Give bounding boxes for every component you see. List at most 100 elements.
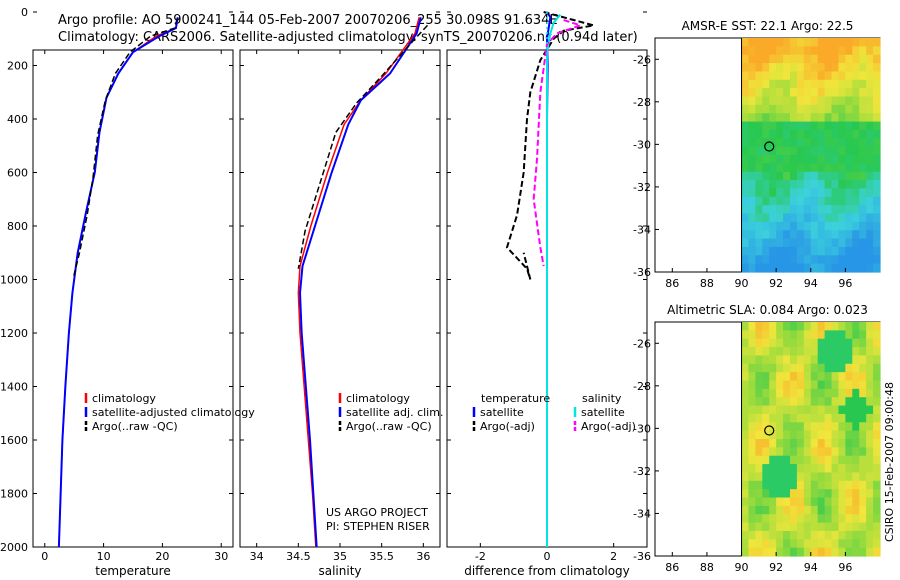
legend-label: Argo(-adj) — [480, 420, 535, 433]
map-cell — [810, 363, 819, 373]
map-cell — [824, 155, 833, 164]
map-cell — [790, 38, 798, 47]
map-cell — [817, 330, 826, 340]
map-cell — [838, 180, 846, 190]
map-cell — [790, 464, 798, 474]
map-cell — [755, 63, 763, 73]
map-cell — [783, 180, 791, 190]
map-cell — [817, 246, 826, 256]
map-cell — [783, 38, 791, 47]
map-cell — [803, 129, 812, 139]
map-cell — [803, 439, 812, 448]
map-cell — [762, 363, 770, 373]
map-cell — [776, 530, 784, 540]
map-x-tick-label: 94 — [804, 561, 818, 574]
map-cell — [783, 372, 791, 382]
map-cell — [824, 63, 833, 73]
map-y-tick-label: -28 — [633, 380, 651, 393]
map-cell — [741, 38, 750, 47]
map-cell — [755, 88, 763, 98]
map-cell — [866, 388, 874, 398]
map-cell — [852, 439, 860, 448]
map-cell — [859, 180, 867, 190]
map-cell — [824, 138, 833, 148]
map-cell — [838, 255, 846, 265]
map-cell — [783, 263, 791, 273]
map-cell — [769, 530, 777, 540]
x-tick-label: 35 — [333, 550, 347, 563]
map-cell — [852, 464, 860, 474]
map-cell — [762, 213, 770, 223]
map-cell — [776, 138, 784, 148]
map-cell — [866, 246, 874, 256]
map-cell — [769, 129, 777, 139]
map-cell — [817, 63, 826, 73]
map-cell — [748, 405, 756, 415]
map-cell — [810, 163, 819, 173]
map-cell — [796, 238, 805, 248]
map-cell — [810, 464, 819, 474]
map-cell — [845, 79, 853, 89]
map-cell — [783, 497, 791, 507]
map-cell — [852, 338, 860, 348]
map-cell — [783, 255, 791, 265]
map-cell — [748, 88, 756, 98]
map-cell — [741, 221, 750, 231]
map-cell — [796, 330, 805, 340]
map-cell — [803, 347, 812, 357]
map-cell — [803, 388, 812, 398]
map-cell — [810, 547, 819, 557]
map-cell — [783, 330, 791, 340]
map-cell — [810, 146, 819, 156]
map-cell — [873, 180, 881, 190]
map-cell — [866, 163, 874, 173]
map-cell — [824, 171, 833, 181]
map-cell — [845, 347, 853, 357]
map-cell — [852, 129, 860, 139]
map-cell — [776, 447, 784, 457]
map-cell — [755, 380, 763, 390]
map-cell — [769, 380, 777, 390]
map-cell — [776, 480, 784, 490]
map-cell — [741, 439, 750, 448]
map-cell — [790, 522, 798, 532]
map-cell — [741, 347, 750, 357]
map-cell — [796, 104, 805, 114]
map-cell — [866, 330, 874, 340]
map-cell — [817, 514, 826, 524]
map-cell — [796, 413, 805, 423]
map-cell — [852, 505, 860, 515]
map-cell — [845, 397, 853, 407]
map-cell — [852, 539, 860, 549]
map-cell — [866, 380, 874, 390]
map-cell — [769, 263, 777, 273]
map-cell — [831, 171, 840, 181]
map-cell — [755, 113, 763, 123]
map-cell — [838, 480, 846, 490]
map-cell — [762, 255, 770, 265]
map-cell — [796, 138, 805, 148]
map-cell — [824, 464, 833, 474]
map-cell — [776, 163, 784, 173]
map-cell — [852, 547, 860, 557]
map-cell — [783, 113, 791, 123]
map-cell — [748, 514, 756, 524]
map-cell — [873, 330, 881, 340]
map-cell — [790, 79, 798, 89]
map-cell — [803, 63, 812, 73]
map-cell — [873, 196, 881, 206]
map-cell — [873, 163, 881, 173]
map-cell — [866, 480, 874, 490]
map-cell — [783, 439, 791, 448]
map-cell — [873, 514, 881, 524]
legend-label: Argo(..raw -QC) — [346, 420, 432, 433]
map-cell — [817, 439, 826, 448]
map-cell — [783, 472, 791, 482]
map-cell — [810, 104, 819, 114]
map-cell — [845, 480, 853, 490]
map-cell — [859, 121, 867, 131]
map-cell — [755, 71, 763, 81]
map-cell — [831, 338, 840, 348]
map-cell — [748, 104, 756, 114]
map-cell — [803, 213, 812, 223]
